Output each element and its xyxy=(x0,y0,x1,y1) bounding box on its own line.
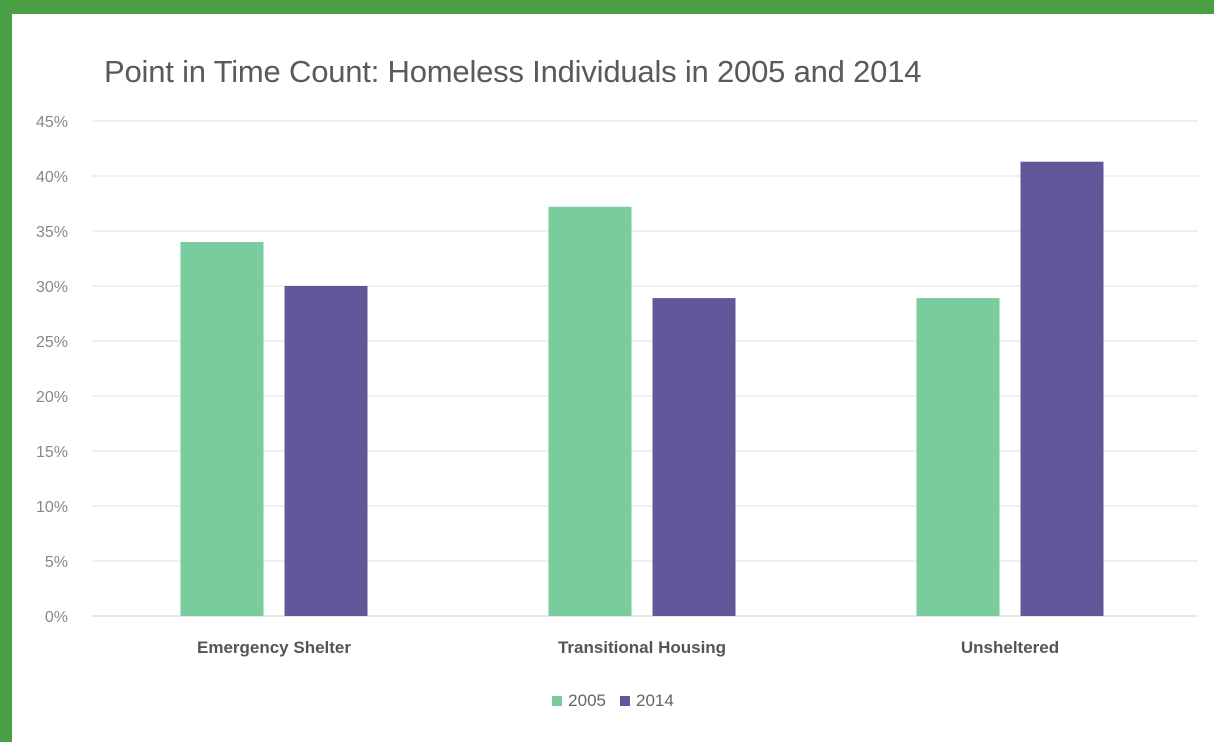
chart-frame: Point in Time Count: Homeless Individual… xyxy=(12,14,1214,742)
gridlines xyxy=(92,120,1198,617)
category-label-emergency-shelter: Emergency Shelter xyxy=(197,638,351,657)
bar-emergency-shelter-2014 xyxy=(284,286,368,616)
chart-title: Point in Time Count: Homeless Individual… xyxy=(104,54,922,89)
y-tick-label: 0% xyxy=(45,609,68,626)
x-axis: Emergency Shelter Transitional Housing Uns… xyxy=(197,638,1059,657)
y-tick-label: 40% xyxy=(36,169,68,186)
legend-item-2014: 2014 xyxy=(620,691,674,711)
bar-unsheltered-2014 xyxy=(1020,161,1104,616)
y-tick-label: 35% xyxy=(36,224,68,241)
legend-item-2005: 2005 xyxy=(552,691,606,711)
bar-emergency-shelter-2005 xyxy=(180,242,264,616)
y-tick-label: 5% xyxy=(45,554,68,571)
y-tick-label: 30% xyxy=(36,279,68,296)
legend-swatch-2005 xyxy=(552,696,563,706)
bar-unsheltered-2005 xyxy=(916,298,1000,616)
y-tick-label: 15% xyxy=(36,444,68,461)
y-tick-label: 20% xyxy=(36,389,68,406)
y-tick-label: 25% xyxy=(36,334,68,351)
bar-transitional-housing-2005 xyxy=(548,206,632,617)
y-axis: 0% 5% 10% 15% 20% 25% 30% 35% 40% 45% xyxy=(36,114,68,626)
legend-swatch-2014 xyxy=(620,696,630,706)
bars xyxy=(180,161,1104,617)
legend: 2005 2014 xyxy=(12,691,1214,711)
category-label-unsheltered: Unsheltered xyxy=(961,638,1059,657)
legend-label-2005: 2005 xyxy=(568,691,606,710)
y-tick-label: 45% xyxy=(36,114,68,131)
bar-chart: 0% 5% 10% 15% 20% 25% 30% 35% 40% 45% Emergency S… xyxy=(36,114,1198,657)
y-tick-label: 10% xyxy=(36,499,68,516)
category-label-transitional-housing: Transitional Housing xyxy=(558,638,726,657)
bar-transitional-housing-2014 xyxy=(652,298,736,616)
legend-label-2014: 2014 xyxy=(636,691,674,710)
